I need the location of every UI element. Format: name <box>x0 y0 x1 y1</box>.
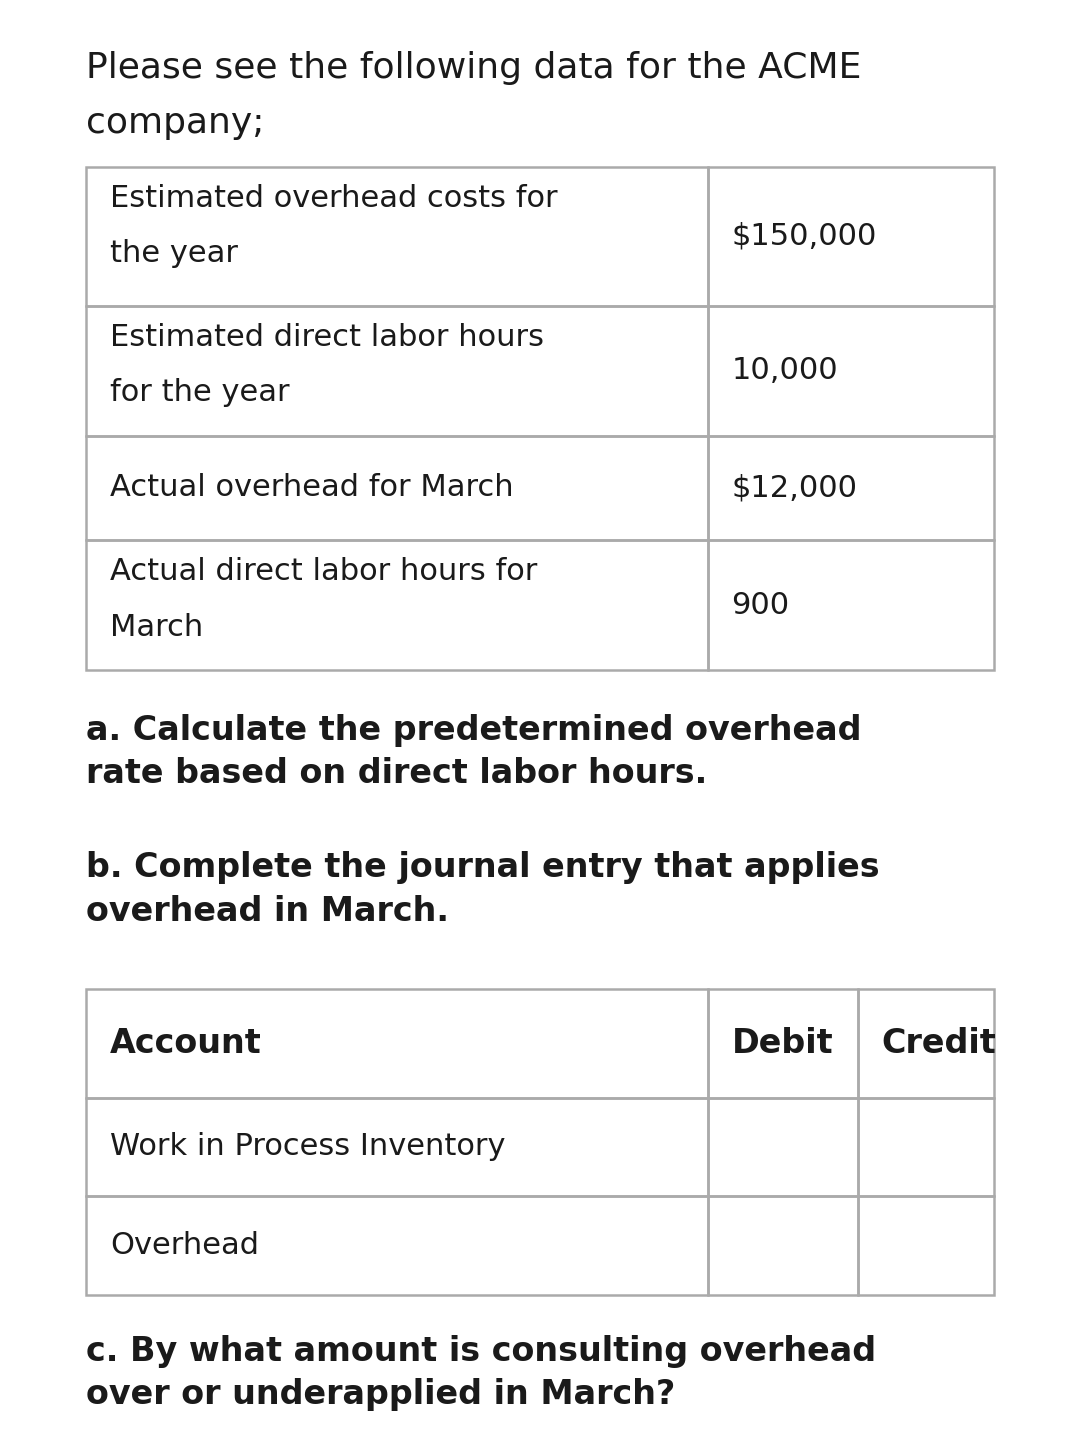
Text: March: March <box>110 613 203 641</box>
Text: Estimated overhead costs for: Estimated overhead costs for <box>110 184 557 213</box>
Bar <box>858 1098 994 1196</box>
Text: c. By what amount is consulting overhead
over or underapplied in March?: c. By what amount is consulting overhead… <box>86 1335 877 1412</box>
Text: Debit: Debit <box>731 1027 833 1060</box>
Bar <box>707 1196 858 1295</box>
Bar <box>707 167 994 306</box>
Bar <box>707 436 994 540</box>
Bar <box>707 1098 858 1196</box>
Text: $12,000: $12,000 <box>731 473 858 502</box>
Text: Work in Process Inventory: Work in Process Inventory <box>110 1132 505 1161</box>
Text: Account: Account <box>110 1027 262 1060</box>
Bar <box>86 167 707 306</box>
Bar <box>86 540 707 670</box>
Bar <box>86 306 707 436</box>
Bar <box>86 436 707 540</box>
Bar <box>858 989 994 1098</box>
Text: Actual direct labor hours for: Actual direct labor hours for <box>110 557 538 586</box>
Bar <box>86 1196 707 1295</box>
Bar <box>86 989 707 1098</box>
Text: Estimated direct labor hours: Estimated direct labor hours <box>110 323 544 352</box>
Text: for the year: for the year <box>110 378 289 407</box>
Text: $150,000: $150,000 <box>731 222 877 251</box>
Text: Please see the following data for the ACME: Please see the following data for the AC… <box>86 51 862 84</box>
Bar <box>86 1098 707 1196</box>
Bar <box>707 306 994 436</box>
Text: Overhead: Overhead <box>110 1231 259 1260</box>
Bar <box>858 1196 994 1295</box>
Text: Actual overhead for March: Actual overhead for March <box>110 473 514 502</box>
Bar <box>707 540 994 670</box>
Text: 10,000: 10,000 <box>731 356 838 385</box>
Text: Credit: Credit <box>881 1027 996 1060</box>
Bar <box>707 989 858 1098</box>
Text: company;: company; <box>86 106 265 139</box>
Text: 900: 900 <box>731 591 789 620</box>
Text: b. Complete the journal entry that applies
overhead in March.: b. Complete the journal entry that appli… <box>86 851 880 928</box>
Text: a. Calculate the predetermined overhead
rate based on direct labor hours.: a. Calculate the predetermined overhead … <box>86 714 862 791</box>
Text: the year: the year <box>110 239 239 268</box>
